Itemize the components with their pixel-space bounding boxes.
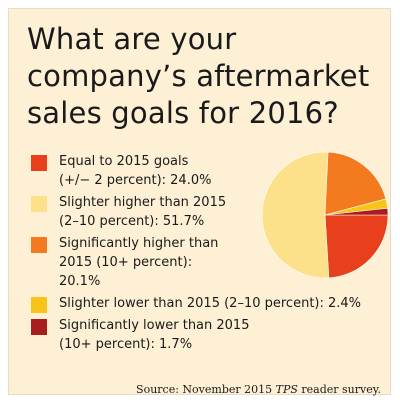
legend: Equal to 2015 goals (+/− 2 percent): 24.… [31,152,362,357]
legend-line: 2015 (10+ percent): [59,255,193,270]
legend-swatch [31,319,47,335]
source-note: Source: November 2015 TPS reader survey. [9,383,381,396]
pie-slice [261,151,330,279]
legend-line: (10+ percent): 1.7% [59,337,193,352]
legend-swatch [31,155,47,171]
pie-slice [324,151,387,216]
title-line: company’s aftermarket [27,59,370,93]
legend-swatch [31,196,47,212]
legend-swatch [31,297,47,313]
title-line: sales goals for 2016? [27,96,339,130]
title-line: What are your [27,22,237,56]
source-prefix: Source: November 2015 [136,383,276,396]
legend-line: Slighter higher than 2015 [59,195,227,210]
source-publication: TPS [275,383,298,396]
legend-item: Significantly higher than 2015 (10+ perc… [31,234,286,291]
legend-line: Equal to 2015 goals [59,154,189,169]
pie-chart-svg [261,151,389,279]
legend-line: Significantly lower than 2015 [59,318,250,333]
legend-swatch [31,237,47,253]
pie-chart [261,151,389,279]
legend-line: Slighter lower than 2015 (2–10 percent):… [59,296,362,311]
legend-line: (+/− 2 percent): 24.0% [59,173,212,188]
legend-line: (2–10 percent): 51.7% [59,214,205,229]
pie-slice [324,207,389,216]
source-suffix: reader survey. [297,383,381,396]
legend-item: Slighter higher than 2015 (2–10 percent)… [31,193,286,231]
legend-line: Significantly higher than [59,236,219,251]
chart-title: What are your company’s aftermarket sale… [27,21,382,132]
pie-slice [324,214,389,279]
legend-item: Equal to 2015 goals (+/− 2 percent): 24.… [31,152,286,190]
legend-item: Slighter lower than 2015 (2–10 percent):… [31,294,362,313]
legend-item: Significantly lower than 2015 (10+ perce… [31,316,286,354]
chart-card: What are your company’s aftermarket sale… [8,8,391,396]
legend-line: 20.1% [59,274,101,289]
